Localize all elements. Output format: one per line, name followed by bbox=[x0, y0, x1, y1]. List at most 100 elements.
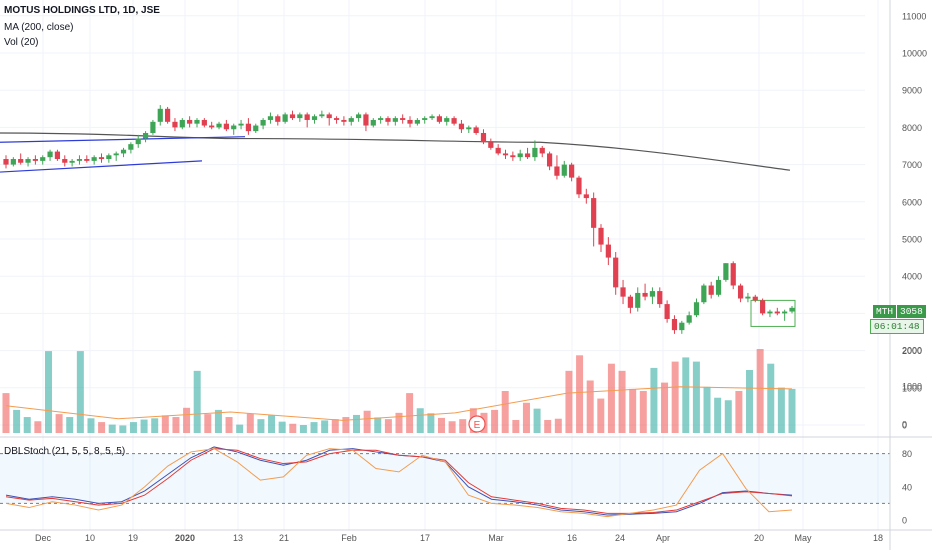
price-tick: 1000 bbox=[902, 383, 922, 393]
candle-body bbox=[282, 114, 288, 122]
candle-body bbox=[348, 118, 354, 122]
volume-tick: 2000 bbox=[902, 346, 922, 356]
volume-bar bbox=[246, 413, 254, 433]
candle-body bbox=[333, 118, 340, 120]
ma-legend[interactable]: MA (200, close) bbox=[4, 22, 74, 33]
volume-bar bbox=[576, 355, 584, 433]
candle-body bbox=[260, 119, 266, 126]
volume-bar bbox=[353, 414, 361, 433]
volume-bar bbox=[172, 417, 180, 433]
volume-bar bbox=[501, 391, 509, 433]
volume-bar bbox=[586, 380, 594, 433]
time-label: May bbox=[794, 533, 812, 543]
candle-body bbox=[297, 114, 303, 119]
volume-bar bbox=[607, 363, 615, 433]
candle-body bbox=[84, 159, 90, 161]
volume-bar bbox=[363, 410, 371, 433]
candle-body bbox=[194, 119, 200, 124]
candle-body bbox=[54, 151, 61, 160]
price-tick: 9000 bbox=[902, 86, 922, 96]
volume-bar bbox=[44, 351, 52, 433]
candle-body bbox=[451, 118, 457, 124]
candle-body bbox=[686, 315, 692, 323]
vol-legend[interactable]: Vol (20) bbox=[4, 37, 39, 48]
symbol-title[interactable]: MOTUS HOLDINGS LTD, 1D, JSE bbox=[4, 5, 160, 16]
volume-bar bbox=[395, 412, 403, 433]
candle-body bbox=[341, 119, 347, 122]
volume-bar bbox=[119, 425, 127, 433]
candle-body bbox=[216, 123, 222, 128]
volume-bar bbox=[661, 382, 669, 433]
candle-body bbox=[172, 121, 178, 128]
candle-body bbox=[671, 318, 678, 331]
candle-body bbox=[135, 138, 141, 145]
price-tick: 8000 bbox=[902, 123, 922, 133]
candle-body bbox=[436, 116, 443, 122]
price-tick: 10000 bbox=[902, 49, 927, 59]
candle-body bbox=[10, 159, 16, 165]
time-label: 18 bbox=[873, 533, 883, 543]
time-label: 10 bbox=[85, 533, 95, 543]
candle-body bbox=[363, 114, 369, 126]
candle-body bbox=[605, 244, 611, 258]
countdown-badge: 06:01:48 bbox=[870, 319, 924, 334]
earnings-label: E bbox=[474, 420, 481, 431]
drawings[interactable] bbox=[0, 136, 796, 327]
last-price-badge: 3058 bbox=[897, 305, 926, 318]
candle-body bbox=[767, 311, 773, 314]
stoch-line-3 bbox=[5, 448, 793, 518]
candle-body bbox=[737, 285, 744, 299]
candle-body bbox=[422, 118, 428, 120]
candle-body bbox=[510, 155, 516, 158]
volume-bar bbox=[384, 419, 392, 433]
price-tick: 4000 bbox=[902, 272, 922, 282]
volume-bar bbox=[55, 414, 63, 433]
oscillator-legend[interactable]: DBLStoch (21, 5, 5, 8, 5, 5) bbox=[4, 446, 126, 457]
price-tick: 5000 bbox=[902, 235, 922, 245]
candle-body bbox=[355, 114, 362, 119]
volume-bar bbox=[13, 409, 21, 433]
candle-body bbox=[400, 118, 406, 120]
volume-bar bbox=[151, 418, 159, 433]
candle-body bbox=[319, 114, 325, 117]
candle-body bbox=[98, 157, 105, 160]
volume-bar bbox=[236, 424, 244, 433]
volume-bar bbox=[310, 422, 318, 433]
volume-bar bbox=[257, 419, 265, 433]
earnings-marker: E bbox=[468, 415, 486, 433]
candle-body bbox=[326, 114, 332, 119]
volume-bar bbox=[777, 387, 785, 433]
volume-bar bbox=[342, 417, 350, 433]
candle-body bbox=[165, 108, 171, 122]
volume-bar bbox=[161, 415, 169, 433]
volume-bar bbox=[108, 424, 116, 433]
candle-body bbox=[782, 311, 788, 314]
candle-body bbox=[25, 159, 31, 163]
volume-bar bbox=[214, 409, 222, 433]
volume-bar bbox=[724, 400, 732, 433]
volume-bar bbox=[650, 367, 658, 433]
candle-body bbox=[3, 159, 9, 165]
oscillator-tick: 0 bbox=[902, 516, 907, 526]
candle-body bbox=[407, 119, 413, 124]
volume-bar bbox=[788, 388, 796, 433]
price-tick: 11000 bbox=[902, 11, 926, 21]
volume-bar bbox=[703, 386, 711, 433]
volume-bar bbox=[459, 419, 467, 433]
price-tick: 7000 bbox=[902, 160, 922, 170]
time-label: 17 bbox=[420, 533, 430, 543]
candle-body bbox=[223, 123, 229, 130]
candle-body bbox=[664, 304, 670, 319]
candle-body bbox=[569, 164, 575, 178]
volume-bar bbox=[427, 413, 435, 433]
volume-tick: 0 bbox=[902, 420, 907, 430]
volume-bar bbox=[98, 422, 106, 433]
time-label: Apr bbox=[656, 533, 670, 543]
trendline-upper bbox=[0, 136, 246, 143]
volume-bar bbox=[448, 421, 456, 433]
candle-body bbox=[657, 291, 663, 305]
candle-body bbox=[539, 147, 545, 154]
candle-body bbox=[745, 296, 751, 299]
time-label: Feb bbox=[341, 533, 357, 543]
